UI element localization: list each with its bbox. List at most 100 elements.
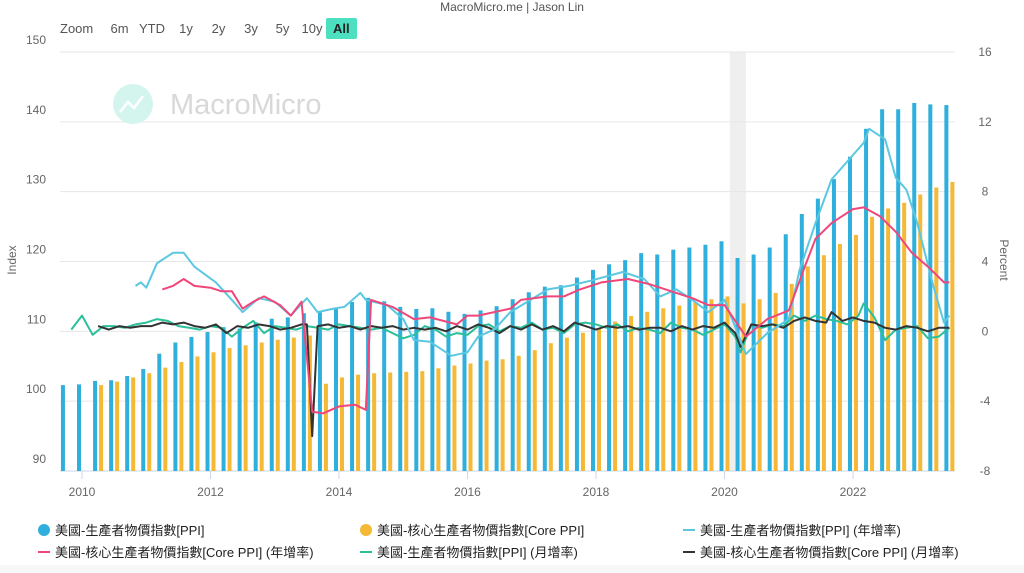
bar-ppi (398, 306, 403, 471)
legend-item-core-ppi-yoy[interactable]: 美國-核心生產者物價指數[Core PPI] (年增率) (38, 542, 314, 561)
left-tick-label: 140 (26, 103, 46, 117)
bar-core-ppi (163, 367, 168, 471)
bar-ppi (880, 109, 885, 471)
logo-line-icon (119, 95, 144, 113)
bar-ppi (928, 104, 933, 471)
right-tick-label: 16 (978, 45, 992, 59)
bar-ppi (382, 301, 387, 471)
right-tick-label: -4 (980, 394, 991, 408)
bar-ppi (285, 317, 290, 471)
bar-core-ppi (195, 356, 200, 471)
bar-ppi (301, 313, 306, 471)
bar-ppi (157, 353, 162, 471)
bar-core-ppi (902, 202, 907, 471)
bar-core-ppi (356, 374, 361, 471)
bar-core-ppi (468, 363, 473, 471)
bar-ppi (526, 292, 531, 471)
bar-core-ppi (789, 283, 794, 471)
bar-core-ppi (757, 299, 762, 471)
range-button-all[interactable]: All (326, 18, 357, 39)
legend-label: 美國-核心生產者物價指數[Core PPI] (年增率) (55, 545, 314, 560)
legend-marker-icon (360, 550, 372, 553)
bar-ppi (141, 369, 146, 471)
left-tick-label: 150 (26, 33, 46, 47)
bar-ppi (912, 102, 917, 471)
bar-ppi (542, 286, 547, 471)
right-tick-label: 4 (982, 255, 989, 269)
x-tick-label: 2020 (711, 485, 738, 499)
bar-core-ppi (291, 337, 296, 471)
footer-strip (0, 565, 1024, 573)
range-button-1y[interactable]: 1y (179, 21, 193, 36)
legend-item-ppi[interactable]: 美國-生產者物價指數[PPI] (38, 520, 205, 539)
bar-ppi (719, 241, 724, 471)
bar-core-ppi (372, 373, 377, 471)
left-tick-label: 110 (27, 312, 46, 326)
bar-ppi (125, 376, 130, 471)
bar-ppi (510, 299, 515, 471)
bar-ppi (478, 310, 483, 471)
bar-core-ppi (516, 355, 521, 471)
bar-core-ppi (629, 315, 634, 471)
bar-core-ppi (693, 302, 698, 471)
bar-core-ppi (227, 348, 232, 471)
bar-ppi (703, 244, 708, 471)
right-tick-label: -8 (980, 464, 991, 478)
bar-core-ppi (709, 299, 714, 471)
bar-ppi (317, 312, 322, 471)
bar-core-ppi (870, 216, 875, 471)
bar-core-ppi (484, 360, 489, 471)
legend-label: 美國-生產者物價指數[PPI] (月增率) (377, 545, 578, 560)
macromicro-logo-icon (113, 84, 153, 124)
range-button-10y[interactable]: 10y (301, 21, 323, 36)
bar-ppi (783, 234, 788, 471)
legend-marker-icon (683, 528, 695, 531)
legend-item-ppi-mom[interactable]: 美國-生產者物價指數[PPI] (月增率) (360, 542, 578, 561)
bar-ppi (109, 380, 114, 471)
bar-ppi (848, 156, 852, 471)
bar-ppi (173, 342, 178, 471)
bar-core-ppi (532, 350, 537, 471)
bar-ppi (430, 308, 435, 471)
bar-core-ppi (918, 194, 923, 471)
range-button-6m[interactable]: 6m (110, 21, 129, 36)
bar-core-ppi (340, 377, 344, 471)
x-tick-label: 2010 (69, 485, 96, 499)
range-button-5y[interactable]: 5y (275, 21, 290, 36)
legend-item-core-ppi-mom[interactable]: 美國-核心生產者物價指數[Core PPI] (月增率) (683, 542, 959, 561)
bar-core-ppi (243, 345, 248, 471)
legend-item-ppi-yoy[interactable]: 美國-生產者物價指數[PPI] (年增率) (683, 520, 901, 539)
line-ppi-yoy (134, 127, 951, 357)
bar-core-ppi (404, 371, 409, 471)
right-tick-label: 0 (982, 324, 989, 338)
bar-ppi (462, 313, 467, 471)
left-tick-label: 120 (26, 243, 46, 257)
legend-label: 美國-生產者物價指數[PPI] (55, 523, 205, 538)
legend-label: 美國-生產者物價指數[PPI] (年增率) (700, 523, 901, 538)
bar-ppi (350, 302, 355, 471)
bar-core-ppi (564, 337, 569, 471)
legend-label: 美國-核心生產者物價指數[Core PPI] (月增率) (700, 545, 959, 560)
bar-ppi (334, 307, 338, 471)
bar-ppi (799, 214, 804, 471)
left-axis-title: Index (5, 245, 19, 274)
bar-ppi (253, 322, 258, 471)
right-tick-label: 8 (982, 185, 989, 199)
bar-core-ppi (99, 385, 104, 471)
range-button-3y[interactable]: 3y (244, 21, 258, 36)
bar-ppi (60, 385, 65, 471)
bar-ppi (767, 247, 772, 471)
watermark: MacroMicro (113, 84, 321, 124)
bar-core-ppi (661, 308, 666, 471)
bar-ppi (896, 109, 901, 471)
bar-ppi (558, 285, 563, 471)
bar-core-ppi (821, 255, 826, 471)
left-tick-label: 90 (33, 452, 47, 466)
range-button-2y[interactable]: 2y (211, 21, 226, 36)
range-button-ytd[interactable]: YTD (139, 21, 165, 36)
legend-marker-icon (38, 550, 50, 553)
bar-core-ppi (115, 381, 120, 471)
legend-item-core-ppi[interactable]: 美國-核心生產者物價指數[Core PPI] (360, 520, 584, 539)
bar-core-ppi (420, 371, 425, 471)
